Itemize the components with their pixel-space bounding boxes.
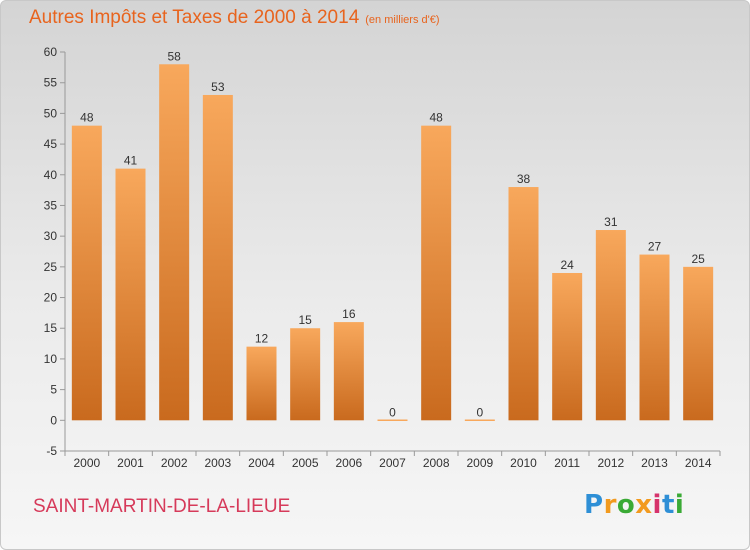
bar-2003[interactable] xyxy=(202,94,233,421)
data-label-2006: 16 xyxy=(342,307,356,321)
data-label-2012: 31 xyxy=(604,215,618,229)
bar-2001[interactable] xyxy=(115,168,146,421)
bar-2008[interactable] xyxy=(421,125,452,421)
y-tick-label: 40 xyxy=(44,168,58,182)
y-tick-label: 55 xyxy=(44,76,58,90)
data-label-2008: 48 xyxy=(429,111,443,125)
bar-2006[interactable] xyxy=(333,322,364,421)
bar-2010[interactable] xyxy=(508,187,539,421)
y-tick-label: 30 xyxy=(44,229,58,243)
data-label-2002: 58 xyxy=(167,49,181,63)
logo-letter: i xyxy=(674,490,685,520)
y-tick-label: 5 xyxy=(50,383,57,397)
bars xyxy=(71,64,714,422)
y-tick-label: 0 xyxy=(50,413,57,427)
y-tick-label: 10 xyxy=(44,352,58,366)
bar-2000[interactable] xyxy=(71,125,102,421)
x-tick-label-2000: 2000 xyxy=(73,456,100,470)
y-tick-label: 50 xyxy=(44,106,58,120)
x-tick-label-2004: 2004 xyxy=(248,456,275,470)
x-tick-label-2012: 2012 xyxy=(597,456,624,470)
x-tick-label-2002: 2002 xyxy=(161,456,188,470)
x-tick-label-2001: 2001 xyxy=(117,456,144,470)
proxiti-logo[interactable]: Proxiti xyxy=(584,490,684,520)
x-tick-label-2005: 2005 xyxy=(292,456,319,470)
bar-2014[interactable] xyxy=(683,266,714,421)
x-axis: 2000 2001 2002 2003 2004 2005 2006 2007 2008 2009… xyxy=(64,450,721,470)
x-tick-label-2011: 2011 xyxy=(554,456,580,470)
data-label-2013: 27 xyxy=(648,240,662,254)
bar-2011[interactable] xyxy=(552,272,583,421)
logo-letter: P xyxy=(584,490,604,520)
y-tick-label: 45 xyxy=(44,137,58,151)
data-label-2004: 12 xyxy=(255,332,269,346)
logo-letter: x xyxy=(635,490,653,520)
commune-name: SAINT-MARTIN-DE-LA-LIEUE xyxy=(33,496,291,517)
data-label-2010: 38 xyxy=(517,172,531,186)
y-axis: -5 0 5 10 15 20 25 30 35 40 45 50 55 60 xyxy=(44,45,66,458)
y-tick-label: 35 xyxy=(44,198,58,212)
data-label-2005: 15 xyxy=(298,313,312,327)
logo-letter: i xyxy=(652,490,662,520)
x-tick-label-2010: 2010 xyxy=(510,456,537,470)
logo-letter: t xyxy=(661,490,675,520)
x-tick-label-2008: 2008 xyxy=(423,456,450,470)
data-label-2003: 53 xyxy=(211,80,225,94)
y-tick-label: 15 xyxy=(44,321,58,335)
data-label-2001: 41 xyxy=(124,154,138,168)
bar-2004[interactable] xyxy=(246,346,277,421)
data-label-2009: 0 xyxy=(476,405,483,419)
x-tick-label-2009: 2009 xyxy=(466,456,493,470)
bar-2013[interactable] xyxy=(639,254,670,421)
y-tick-label: 60 xyxy=(44,45,58,59)
y-tick-label: -5 xyxy=(46,444,57,458)
data-label-2011: 24 xyxy=(560,258,574,272)
data-labels: 48 41 58 53 12 15 16 0 48 0 38 24 31 27 25 xyxy=(80,49,705,419)
y-tick-label: 20 xyxy=(44,291,58,305)
bar-2005[interactable] xyxy=(290,328,321,421)
bar-2012[interactable] xyxy=(595,230,626,421)
x-tick-label-2013: 2013 xyxy=(641,456,668,470)
bar-2002[interactable] xyxy=(159,64,190,421)
data-label-2014: 25 xyxy=(691,252,705,266)
logo-letter: o xyxy=(616,490,636,520)
logo-letter: r xyxy=(603,490,617,520)
x-tick-label-2014: 2014 xyxy=(685,456,712,470)
data-label-2000: 48 xyxy=(80,111,94,125)
data-label-2007: 0 xyxy=(389,405,396,419)
x-tick-label-2006: 2006 xyxy=(335,456,362,470)
chart-subtitle: (en milliers d'€) xyxy=(365,14,440,26)
x-tick-label-2007: 2007 xyxy=(379,456,406,470)
x-tick-label-2003: 2003 xyxy=(204,456,231,470)
y-tick-label: 25 xyxy=(44,260,58,274)
chart-title: Autres Impôts et Taxes de 2000 à 2014 xyxy=(29,7,360,28)
title-row: Autres Impôts et Taxes de 2000 à 2014 (en… xyxy=(29,7,440,29)
